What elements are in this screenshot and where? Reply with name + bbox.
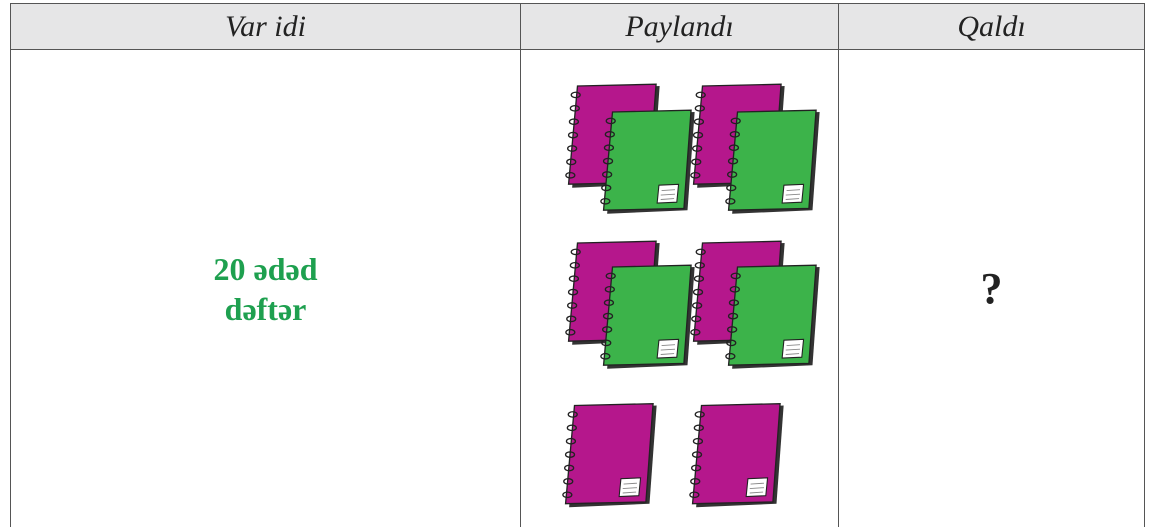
header-cell: Paylandı xyxy=(520,3,839,50)
cell-text: ? xyxy=(980,264,1003,313)
header-cell: Qaldı xyxy=(838,3,1145,50)
table-cell xyxy=(520,50,839,527)
table-cell: 20 ədəd dəftər xyxy=(10,50,521,527)
cell-text: 20 ədəd dəftər xyxy=(213,250,318,327)
header-cell: Var idi xyxy=(10,3,521,50)
table-cell: ? xyxy=(838,50,1145,527)
notebooks-illustration xyxy=(561,83,820,508)
